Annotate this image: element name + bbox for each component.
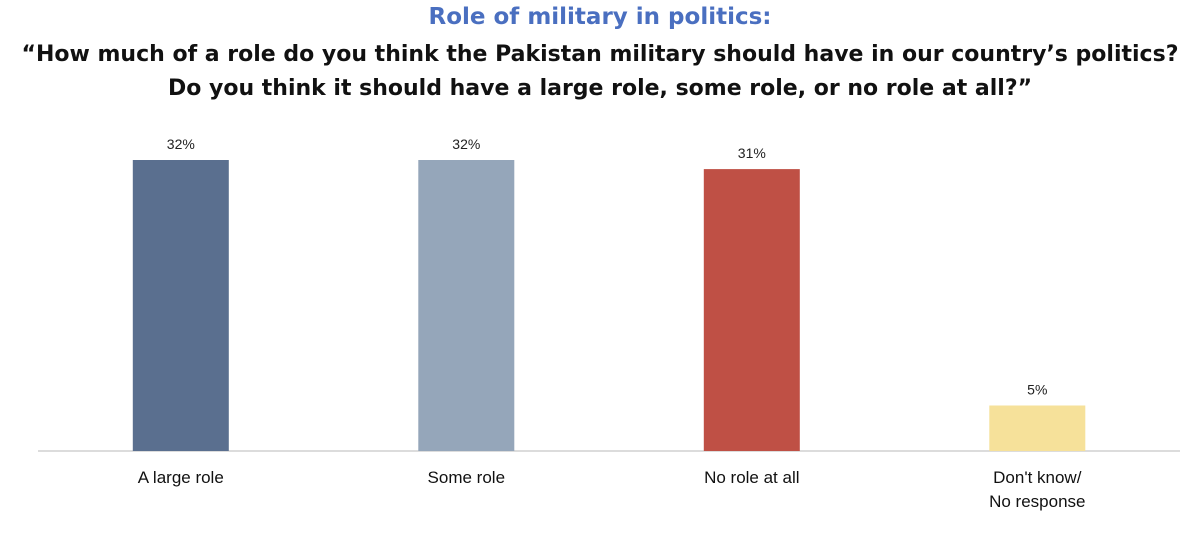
- bar: [989, 405, 1086, 451]
- category-label: No response: [989, 492, 1085, 511]
- bar-value-label: 32%: [167, 136, 195, 152]
- category-labels-group: A large role Some role No role at all Don't…: [138, 468, 1086, 511]
- bars-group: [132, 160, 1086, 451]
- chart-subtitle: “How much of a role do you think the Pak…: [21, 42, 1179, 101]
- category-label: A large role: [138, 468, 224, 487]
- bar-value-label: 5%: [1027, 382, 1047, 398]
- bar-value-label: 32%: [452, 136, 480, 152]
- chart-title: Role of military in politics:: [428, 4, 772, 30]
- category-label: Don't know/: [993, 468, 1082, 487]
- bar: [703, 169, 800, 451]
- category-label: No role at all: [704, 468, 799, 487]
- category-label: Some role: [428, 468, 505, 487]
- bar: [418, 160, 515, 451]
- value-labels-group: 32% 32% 31% 5%: [167, 136, 1048, 398]
- bar-value-label: 31%: [738, 145, 766, 161]
- bar: [132, 160, 229, 451]
